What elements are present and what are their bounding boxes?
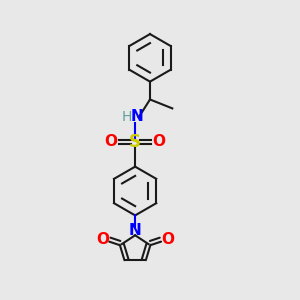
Text: O: O: [96, 232, 109, 247]
Text: O: O: [105, 134, 118, 149]
Text: H: H: [122, 110, 132, 124]
Text: O: O: [153, 134, 166, 149]
Text: S: S: [129, 133, 141, 151]
Text: N: N: [131, 109, 144, 124]
Text: O: O: [161, 232, 174, 247]
Text: N: N: [129, 223, 142, 238]
